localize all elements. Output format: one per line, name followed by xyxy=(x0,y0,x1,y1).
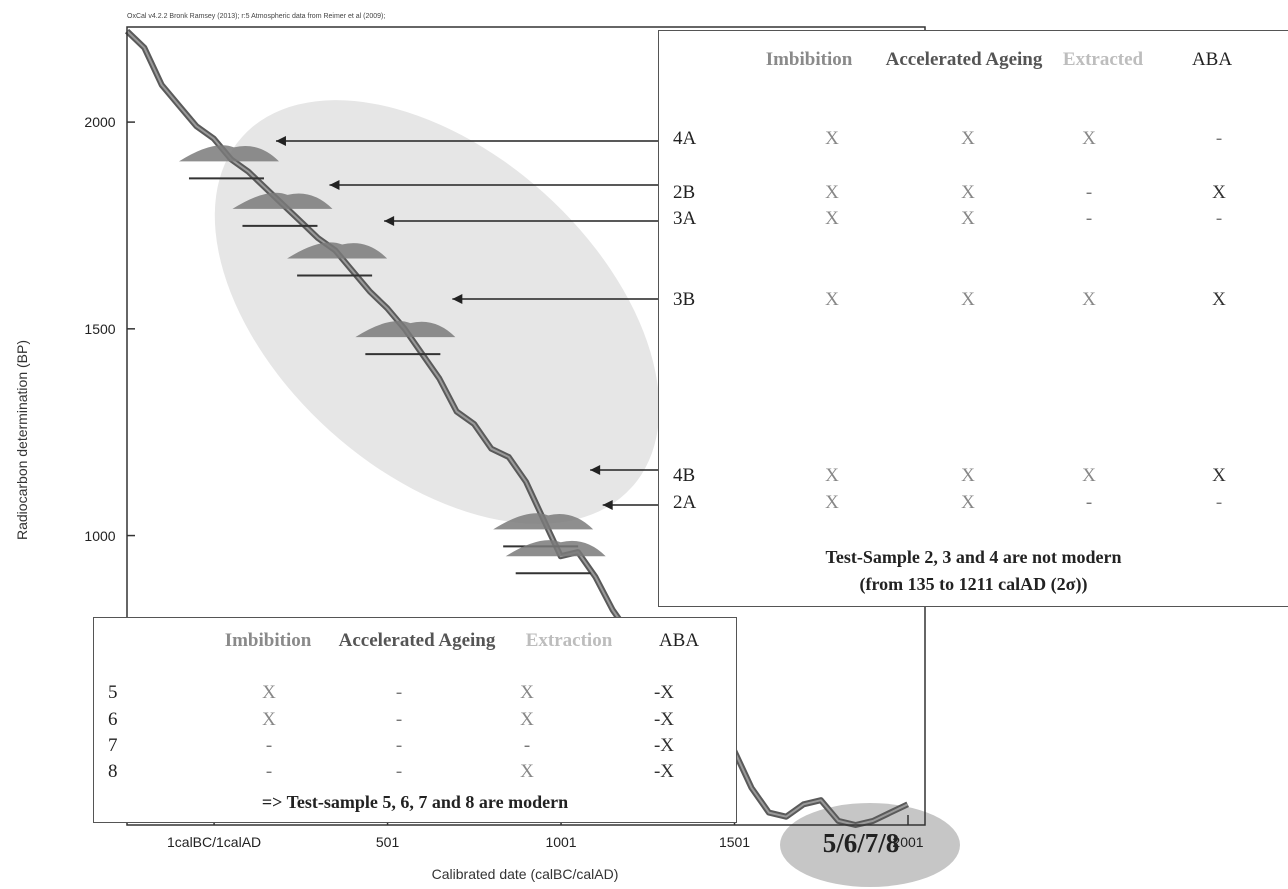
conclusion-date-range: (from 135 to 1211 calAD (2σ)) xyxy=(859,574,1088,594)
x-tick-label: 2001 xyxy=(892,834,924,850)
treatment-cell: - xyxy=(1215,208,1223,229)
treatment-cell: - xyxy=(265,761,273,782)
sample-label-7: 7 xyxy=(108,735,118,756)
treatment-cell: X xyxy=(825,128,839,149)
modern-group-ellipse xyxy=(780,803,960,887)
sample-label-8: 8 xyxy=(108,761,118,782)
sample-label-4b: 4B xyxy=(673,465,696,486)
x-tick-label: 1001 xyxy=(545,834,577,850)
treatment-cell: -X xyxy=(653,735,675,756)
treatment-cell: -X xyxy=(653,682,675,703)
treatment-cell: X xyxy=(1082,128,1096,149)
calibrated-distribution-4a xyxy=(178,145,279,162)
treatment-cell: X xyxy=(1082,289,1096,310)
treatment-cell: X xyxy=(262,682,276,703)
treatment-cell: X xyxy=(961,289,975,310)
header-extraction: Extraction xyxy=(525,630,613,651)
header-aba: ABA xyxy=(1191,49,1233,70)
treatment-cell: - xyxy=(265,735,273,756)
treatment-cell: - xyxy=(395,761,403,782)
arrowhead-4a xyxy=(275,136,286,146)
sample-label-3a: 3A xyxy=(673,208,697,229)
sample-label-2b: 2B xyxy=(673,182,696,203)
calibrated-distribution-3b xyxy=(355,320,456,338)
header-imbibition: Imbibition xyxy=(224,630,312,651)
x-tick-label: 1calBC/1calAD xyxy=(167,834,262,850)
chart-credit: OxCal v4.2.2 Bronk Ramsey (2013); r:5 At… xyxy=(127,13,386,20)
treatment-cell: - xyxy=(395,682,403,703)
y-axis-label: Radiocarbon determination (BP) xyxy=(14,340,30,540)
conclusion-not-modern: Test-Sample 2, 3 and 4 are not modern xyxy=(825,547,1122,567)
treatment-cell: -X xyxy=(653,709,675,730)
arrowhead-4b xyxy=(590,465,601,475)
y-tick-label: 1000 xyxy=(84,527,116,544)
treatment-cell: X xyxy=(520,709,534,730)
sample-label-2a: 2A xyxy=(673,492,697,513)
treatment-cell: - xyxy=(1085,182,1093,203)
treatment-table-top: Imbibition Accelerated Ageing Extracted … xyxy=(658,30,1288,607)
treatment-cell: X xyxy=(961,128,975,149)
calibration-curve-line xyxy=(126,30,909,826)
header-aba: ABA xyxy=(658,630,700,651)
treatment-cell: X xyxy=(825,182,839,203)
treatment-cell: - xyxy=(1085,492,1093,513)
treatment-cell: X xyxy=(961,182,975,203)
sample-label-3b: 3B xyxy=(673,289,696,310)
sample-label-6: 6 xyxy=(108,709,118,730)
treatment-cell: - xyxy=(1085,208,1093,229)
treatment-cell: X xyxy=(520,761,534,782)
treatment-cell: X xyxy=(825,465,839,486)
calibrated-distribution-3a xyxy=(287,242,388,259)
header-extracted: Extracted xyxy=(1062,49,1144,70)
sample-label-4a: 4A xyxy=(673,128,697,149)
treatment-cell: - xyxy=(1215,492,1223,513)
calibrated-distribution-4b xyxy=(493,513,594,530)
treatment-cell: X xyxy=(961,208,975,229)
treatment-cell: - xyxy=(523,735,531,756)
arrowhead-3b xyxy=(452,294,463,304)
calibrated-distribution-2a xyxy=(505,540,606,557)
arrowhead-2b xyxy=(329,180,340,190)
arrowhead-3a xyxy=(384,216,395,226)
arrowhead-2a xyxy=(602,500,613,510)
treatment-cell: X xyxy=(825,208,839,229)
conclusion-modern: => Test-sample 5, 6, 7 and 8 are modern xyxy=(261,792,569,812)
treatment-cell: - xyxy=(395,709,403,730)
treatment-cell: X xyxy=(520,682,534,703)
y-tick-label: 2000 xyxy=(84,114,116,131)
treatment-table-bottom: Imbibition Accelerated Ageing Extraction… xyxy=(93,617,737,823)
treatment-cell: X xyxy=(961,465,975,486)
y-tick-label: 1500 xyxy=(84,320,116,337)
treatment-cell: -X xyxy=(653,761,675,782)
header-imbibition: Imbibition xyxy=(765,49,853,70)
treatment-cell: X xyxy=(1212,182,1226,203)
treatment-cell: X xyxy=(1212,289,1226,310)
modern-samples-badge: 5/6/7/8 xyxy=(822,828,900,858)
treatment-cell: X xyxy=(825,289,839,310)
x-axis-label: Calibrated date (calBC/calAD) xyxy=(431,866,619,882)
treatment-cell: X xyxy=(961,492,975,513)
treatment-cell: X xyxy=(1082,465,1096,486)
treatment-cell: - xyxy=(1215,128,1223,149)
treatment-cell: - xyxy=(395,735,403,756)
treatment-cell: X xyxy=(825,492,839,513)
treatment-cell: X xyxy=(1212,465,1226,486)
x-tick-label: 1501 xyxy=(718,834,751,850)
header-accelerated-ageing: Accelerated Ageing xyxy=(885,49,1043,70)
header-accelerated-ageing: Accelerated Ageing xyxy=(338,630,496,651)
x-tick-label: 501 xyxy=(375,834,400,850)
sample-label-5: 5 xyxy=(108,682,118,703)
treatment-cell: X xyxy=(262,709,276,730)
calibrated-distribution-2b xyxy=(232,192,333,209)
highlight-ellipse xyxy=(214,100,660,524)
